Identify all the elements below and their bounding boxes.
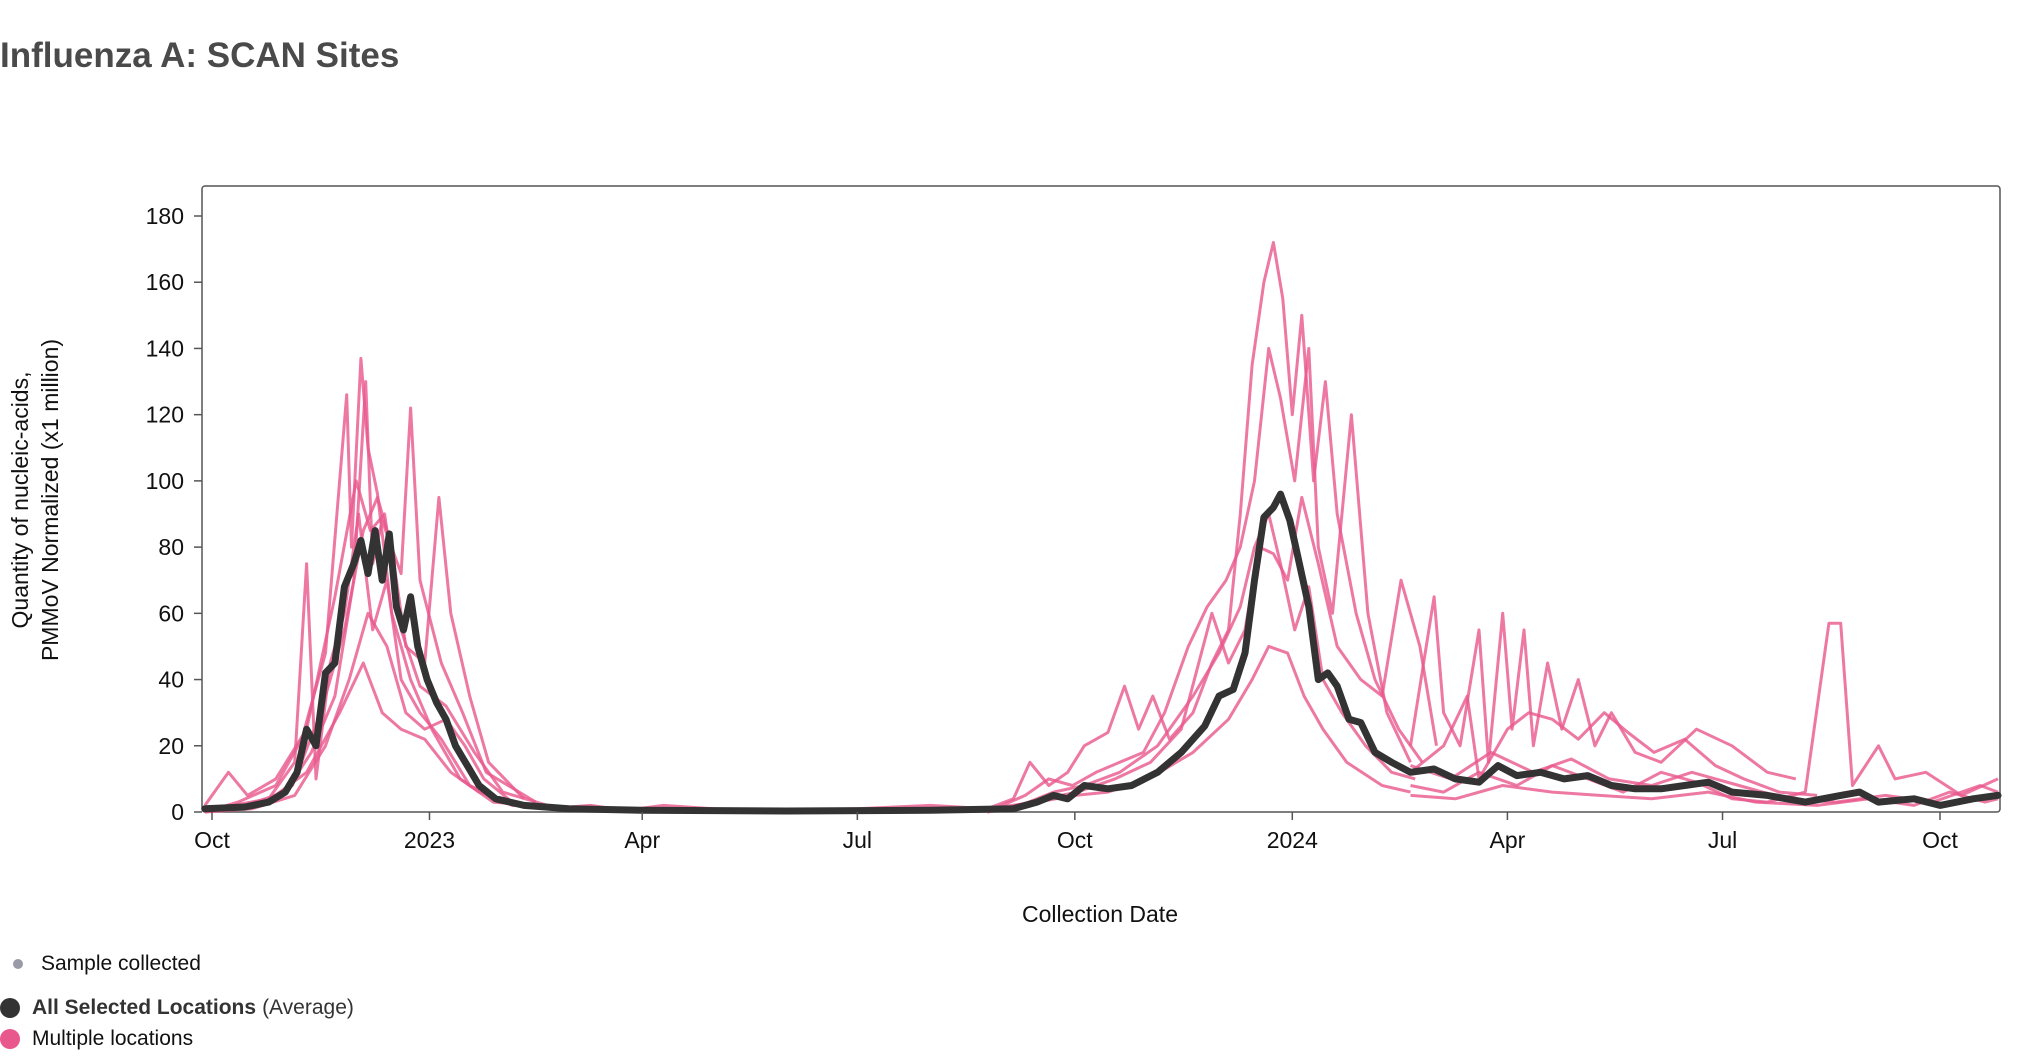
legend-sample: Sample collected [0,952,201,976]
y-axis-label-line2: PMMoV Normalized (x1 million) [37,339,63,661]
x-axis: Oct 2023 Apr Jul Oct 2024 Apr Jul Oct [194,812,1958,853]
location-series-line[interactable] [203,479,549,807]
y-tick-label: 120 [146,402,184,428]
y-axis: 0 20 40 60 80 100 120 140 160 180 [146,203,202,825]
location-series-line[interactable] [204,661,525,814]
location-series-line[interactable] [987,512,1416,814]
x-tick-label: Oct [194,827,230,853]
location-series-line[interactable] [204,380,537,811]
y-tick-label: 20 [158,733,184,759]
x-axis-label: Collection Date [1022,901,1178,927]
y-tick-label: 0 [171,799,184,825]
location-series-line[interactable] [986,346,1412,814]
y-tick-label: 140 [146,335,184,361]
legend-multiple-label: Multiple locations [32,1027,194,1050]
multiple-dot-icon [0,1029,20,1049]
x-tick-label: Jul [1708,827,1737,853]
legend-average-label: All Selected Locations [32,996,257,1019]
y-tick-label: 180 [146,203,184,229]
x-tick-label: 2023 [404,827,455,853]
x-tick-label: Jul [843,827,872,853]
y-tick-label: 100 [146,468,184,494]
legend-average-suffix: (Average) [262,996,354,1019]
legend-sample-label: Sample collected [41,952,201,975]
sample-dot-icon [13,959,23,969]
location-series-group [203,241,1999,814]
y-tick-label: 60 [158,600,184,626]
location-series-line[interactable] [986,241,1424,811]
plot-area [201,185,2001,813]
location-series-line[interactable] [204,611,514,814]
location-series-line[interactable] [987,495,1438,814]
x-tick-label: Oct [1057,827,1093,853]
legend-multiple[interactable]: Multiple locations [0,1027,193,1051]
location-series-line[interactable] [1409,595,1797,781]
x-tick-label: Oct [1922,827,1958,853]
y-axis-label: Quantity of nucleic-acids, PMMoV Normali… [7,339,63,661]
page-title: Influenza A: SCAN Sites [0,36,400,75]
x-tick-label: Apr [1490,827,1526,853]
x-tick-label: Apr [624,827,660,853]
legend-average[interactable]: All Selected Locations (Average) [0,996,354,1020]
average-series-line[interactable] [201,490,2002,815]
location-series-line[interactable] [987,644,1411,811]
x-tick-label: 2024 [1267,827,1318,853]
location-series-line[interactable] [204,356,570,814]
y-axis-label-line1: Quantity of nucleic-acids, [7,372,33,629]
location-series-line[interactable] [1410,784,1999,807]
average-series-group [201,490,2002,815]
average-dot-icon [0,998,20,1018]
y-tick-label: 80 [158,534,184,560]
location-series-line[interactable] [1409,694,1818,797]
y-tick-label: 40 [158,667,184,693]
y-tick-label: 160 [146,269,184,295]
